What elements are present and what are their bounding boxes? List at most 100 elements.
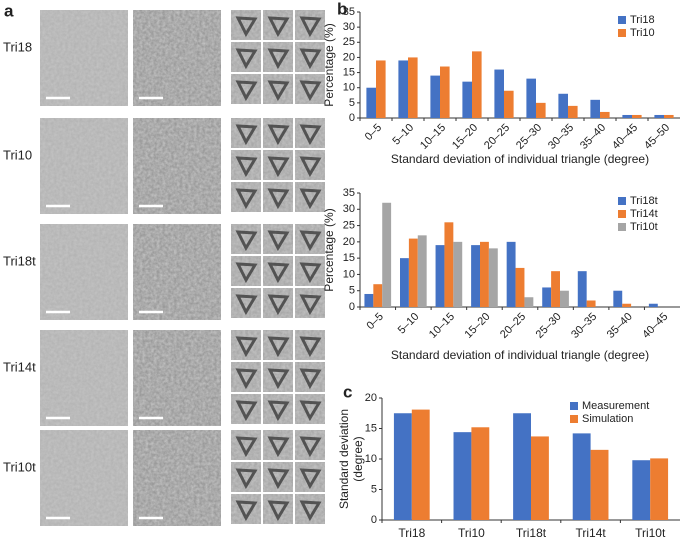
triangle (267, 80, 290, 102)
bar (393, 413, 412, 520)
legend-label: Tri18t (630, 195, 658, 207)
bar (632, 460, 651, 520)
y-tick-label: 0 (371, 514, 377, 526)
triangle (299, 48, 322, 70)
y-tick-label: 10 (365, 453, 377, 465)
legend-label: Tri10t (630, 221, 658, 233)
triangle (299, 336, 322, 358)
x-tick-label: 10–15 (427, 311, 457, 341)
bar (622, 303, 632, 307)
y-tick-label: 35 (343, 6, 355, 18)
legend-label: Simulation (582, 413, 633, 425)
triangle (267, 468, 290, 490)
triangle (267, 124, 290, 146)
triangle (235, 156, 258, 178)
bar (453, 241, 463, 307)
bar (453, 432, 472, 520)
triangle (235, 368, 258, 390)
micrograph-texture (40, 10, 128, 106)
x-tick-label: Tri10t (635, 526, 666, 540)
bar (471, 427, 490, 520)
triangle (299, 80, 322, 102)
legend-swatch (570, 415, 578, 423)
x-tick-label: 35–40 (605, 311, 635, 341)
y-tick-label: 25 (343, 36, 355, 48)
bar (411, 409, 430, 520)
chart: 0 5 10 15 20 Standard deviation (degree) Tri18 T… (337, 392, 680, 540)
bar (551, 271, 560, 307)
x-tick-label: 45–50 (642, 122, 672, 152)
bar (515, 267, 525, 307)
triangle (267, 436, 290, 458)
x-tick-label: 5–10 (396, 311, 422, 337)
charts: 0 5 10 15 20 25 30 35 Percentage (%) Standard dev… (322, 6, 680, 540)
triangle (267, 336, 290, 358)
legend-swatch (618, 29, 626, 37)
y-tick-label: 20 (343, 51, 355, 63)
bar (568, 105, 578, 118)
bar (613, 290, 623, 307)
y-tick-label: 30 (343, 21, 355, 33)
bar (650, 458, 669, 520)
triangle (299, 400, 322, 422)
x-tick-label: 40–45 (610, 122, 640, 152)
y-tick-label: 10 (343, 82, 355, 94)
triangle (299, 262, 322, 284)
micrograph-texture (40, 224, 128, 320)
triangle (235, 48, 258, 70)
bar (572, 433, 591, 520)
x-tick-label: 30–35 (546, 122, 576, 152)
bar (648, 303, 658, 307)
y-tick-label: 30 (343, 203, 355, 215)
micrograph-texture (133, 118, 221, 214)
legend-swatch (570, 402, 578, 410)
row-label: Tri18t (3, 253, 36, 268)
y-tick-label: 5 (349, 285, 355, 297)
x-tick-label: 25–30 (534, 311, 564, 341)
bar (430, 75, 440, 118)
triangle (299, 156, 322, 178)
x-tick-label: Tri18t (516, 526, 547, 540)
x-tick-label: 10–15 (418, 122, 448, 152)
bar (590, 449, 609, 520)
triangle (267, 188, 290, 210)
triangle (235, 124, 258, 146)
panel-label: a (4, 1, 14, 20)
triangle (267, 500, 290, 522)
y-tick-label: 20 (343, 236, 355, 248)
x-tick-label: 15–20 (450, 122, 480, 152)
row-label: Tri18 (3, 39, 32, 54)
legend-swatch (618, 197, 626, 205)
x-tick-label: 15–20 (463, 311, 493, 341)
legend-swatch (618, 210, 626, 218)
triangle (267, 368, 290, 390)
triangle (267, 48, 290, 70)
micrograph-texture (133, 10, 221, 106)
legend-swatch (618, 223, 626, 231)
triangle (235, 188, 258, 210)
bar (435, 245, 445, 307)
bar (600, 111, 610, 118)
triangle (299, 188, 322, 210)
row-label: Tri10t (3, 459, 36, 474)
chart: 0 5 10 15 20 25 30 35 Percentage (%) Standard dev… (322, 6, 680, 166)
bar (622, 114, 632, 118)
bar (494, 69, 504, 118)
triangle (299, 468, 322, 490)
y-axis-label: Percentage (%) (322, 23, 336, 106)
bar (536, 102, 546, 118)
x-tick-label: Tri14t (575, 526, 606, 540)
micrograph-texture (40, 430, 128, 526)
y-tick-label: 20 (365, 392, 377, 404)
bar (590, 99, 600, 118)
panel-label: b (337, 0, 347, 18)
micrograph-texture (40, 118, 128, 214)
x-tick-label: 25–30 (514, 122, 544, 152)
bar (366, 87, 376, 118)
x-axis-label: Standard deviation of individual triangl… (391, 152, 649, 166)
bar (513, 413, 531, 520)
bar (526, 78, 536, 118)
triangle (235, 436, 258, 458)
triangle (235, 400, 258, 422)
micrograph-texture (133, 330, 221, 426)
